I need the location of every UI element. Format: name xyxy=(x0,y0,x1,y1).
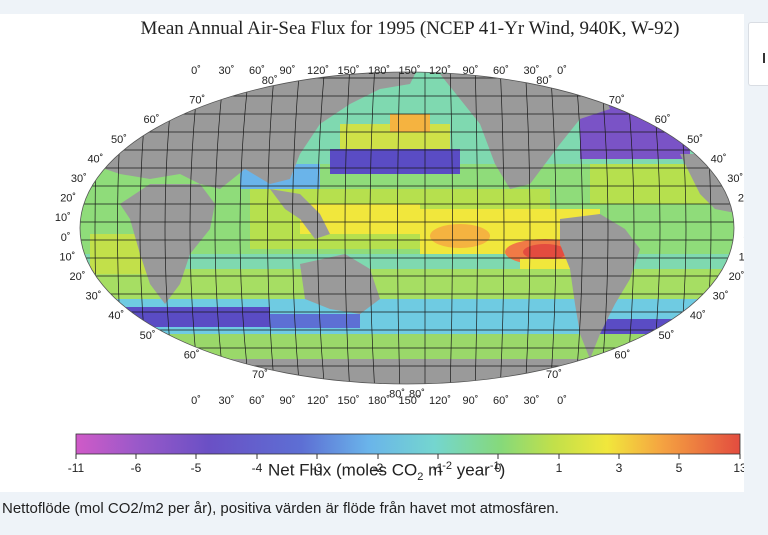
map-outline xyxy=(79,71,735,385)
lon-label-top: 150˚ xyxy=(337,65,359,77)
lat-label-left: 30˚ xyxy=(71,173,87,185)
lat-label-left: 80˚ xyxy=(389,389,405,401)
flux-map: 0˚ 30˚ 60˚ 90˚ 120˚ 150˚ 180˚ 150˚ 120˚ 90˚ 60˚ 30˚… xyxy=(55,65,744,475)
lon-label-bottom: 150˚ xyxy=(337,395,359,407)
lat-label-right: 70˚ xyxy=(546,369,562,381)
lat-label-left: 30˚ xyxy=(85,291,101,303)
lon-label-top: 0˚ xyxy=(191,65,201,77)
lat-label-right: 0˚ xyxy=(743,232,744,244)
lat-label-left: 10˚ xyxy=(59,251,75,263)
colorbar-tick-label: 13 xyxy=(733,461,744,475)
lon-label-top: 0˚ xyxy=(557,65,567,77)
colorbar-tick-label: -11 xyxy=(68,461,85,475)
top-lon-labels: 0˚ 30˚ 60˚ 90˚ 120˚ 150˚ 180˚ 150˚ 120˚ 90˚ 60˚ 30˚… xyxy=(191,65,567,77)
lon-label-bottom: 90˚ xyxy=(463,395,479,407)
xlabel-end: ) xyxy=(499,460,506,480)
lon-label-top: 120˚ xyxy=(429,65,451,77)
lon-label-top: 120˚ xyxy=(307,65,329,77)
side-control[interactable] xyxy=(748,22,768,86)
flux-figure: Mean Annual Air-Sea Flux for 1995 (NCEP … xyxy=(0,14,744,492)
bottom-lon-labels: 0˚ 30˚ 60˚ 90˚ 120˚ 150˚ 180˚ 150˚ 120˚ 90˚ 60˚ 30˚… xyxy=(191,395,567,407)
lon-label-bottom: 60˚ xyxy=(249,395,265,407)
lon-label-bottom: 0˚ xyxy=(557,395,567,407)
lat-label-left: 70˚ xyxy=(252,369,268,381)
colorbar-tick-label: 1 xyxy=(556,461,563,475)
lat-label-right: 60˚ xyxy=(614,349,630,361)
colorbar-tick-label: -4 xyxy=(252,461,263,475)
xlabel-main: Net Flux (moles CO xyxy=(268,460,418,480)
lon-label-top: 180˚ xyxy=(368,65,390,77)
figure-caption: Nettoflöde (mol CO2/m2 per år), positiva… xyxy=(2,500,559,517)
colorbar-tick-label: -6 xyxy=(131,461,142,475)
lat-label-right: 20˚ xyxy=(738,193,744,205)
lon-label-top: 60˚ xyxy=(249,65,265,77)
lat-label-right: 50˚ xyxy=(687,134,703,146)
lon-label-bottom: 150˚ xyxy=(398,395,420,407)
colorbar-ticks: -11 -6 -5 -4 -3 -2 -1 0 1 3 5 13 xyxy=(68,454,744,475)
xlabel-sup2: -1 xyxy=(489,460,500,472)
lat-label-right: 80˚ xyxy=(536,75,552,87)
lon-label-top: 30˚ xyxy=(524,65,540,77)
colorbar-tick-label: -2 xyxy=(373,461,384,475)
xlabel-mid: m xyxy=(423,460,443,480)
lat-label-right: 70˚ xyxy=(609,95,625,107)
xlabel-mid2: year xyxy=(452,460,490,480)
lat-label-right: 30˚ xyxy=(727,173,743,185)
lon-label-bottom: 180˚ xyxy=(368,395,390,407)
colorbar-tick-label: 5 xyxy=(676,461,683,475)
graticule xyxy=(80,72,734,384)
lat-label-left: 0˚ xyxy=(61,232,71,244)
colorbar-tick-label: -3 xyxy=(312,461,323,475)
lon-label-bottom: 30˚ xyxy=(524,395,540,407)
lat-label-right: 30˚ xyxy=(713,291,729,303)
lat-label-left: 60˚ xyxy=(143,114,159,126)
lat-label-left: 20˚ xyxy=(60,193,76,205)
colorbar-label: Net Flux (moles CO2 m-2 year-1) xyxy=(268,460,505,483)
xlabel-sup1: -2 xyxy=(442,460,453,472)
lat-label-right: 50˚ xyxy=(658,330,674,342)
lat-label-right: 40˚ xyxy=(690,310,706,322)
lat-label-right: 10˚ xyxy=(743,212,744,224)
left-lat-labels: 80˚70˚60˚50˚40˚30˚20˚10˚0˚10˚20˚30˚40˚50… xyxy=(55,75,405,401)
lon-label-bottom: 30˚ xyxy=(219,395,235,407)
lat-label-left: 60˚ xyxy=(184,349,200,361)
lat-label-right: 20˚ xyxy=(729,271,744,283)
lon-label-top: 150˚ xyxy=(398,65,420,77)
lat-label-left: 50˚ xyxy=(111,134,127,146)
map-body xyxy=(80,72,734,384)
lat-label-left: 70˚ xyxy=(189,95,205,107)
lon-label-bottom: 60˚ xyxy=(493,395,509,407)
lon-label-bottom: 90˚ xyxy=(280,395,296,407)
colorbar-tick-label: -1 xyxy=(433,461,444,475)
lon-label-top: 30˚ xyxy=(219,65,235,77)
lat-label-left: 40˚ xyxy=(108,310,124,322)
colorbar-tick-label: -5 xyxy=(191,461,202,475)
colorbar-tick-label: 3 xyxy=(616,461,623,475)
lat-label-right: 80˚ xyxy=(409,389,425,401)
colorbar xyxy=(75,433,741,455)
right-lat-labels: 80˚70˚60˚50˚40˚30˚20˚10˚0˚10˚20˚30˚40˚50… xyxy=(409,75,744,401)
lat-label-right: 40˚ xyxy=(711,153,727,165)
lon-label-top: 90˚ xyxy=(463,65,479,77)
lat-label-left: 10˚ xyxy=(55,212,71,224)
lon-label-bottom: 0˚ xyxy=(191,395,201,407)
colorbar-tick-label: 0 xyxy=(495,461,502,475)
lon-label-bottom: 120˚ xyxy=(429,395,451,407)
figure-title: Mean Annual Air-Sea Flux for 1995 (NCEP … xyxy=(140,18,680,39)
lat-label-left: 40˚ xyxy=(87,153,103,165)
lon-label-top: 90˚ xyxy=(280,65,296,77)
lat-label-left: 80˚ xyxy=(262,75,278,87)
lat-label-right: 60˚ xyxy=(655,114,671,126)
lat-label-right: 10˚ xyxy=(739,251,744,263)
xlabel-sub: 2 xyxy=(417,471,424,484)
lon-label-top: 60˚ xyxy=(493,65,509,77)
lon-label-bottom: 120˚ xyxy=(307,395,329,407)
lat-label-left: 20˚ xyxy=(70,271,86,283)
lat-label-left: 50˚ xyxy=(140,330,156,342)
